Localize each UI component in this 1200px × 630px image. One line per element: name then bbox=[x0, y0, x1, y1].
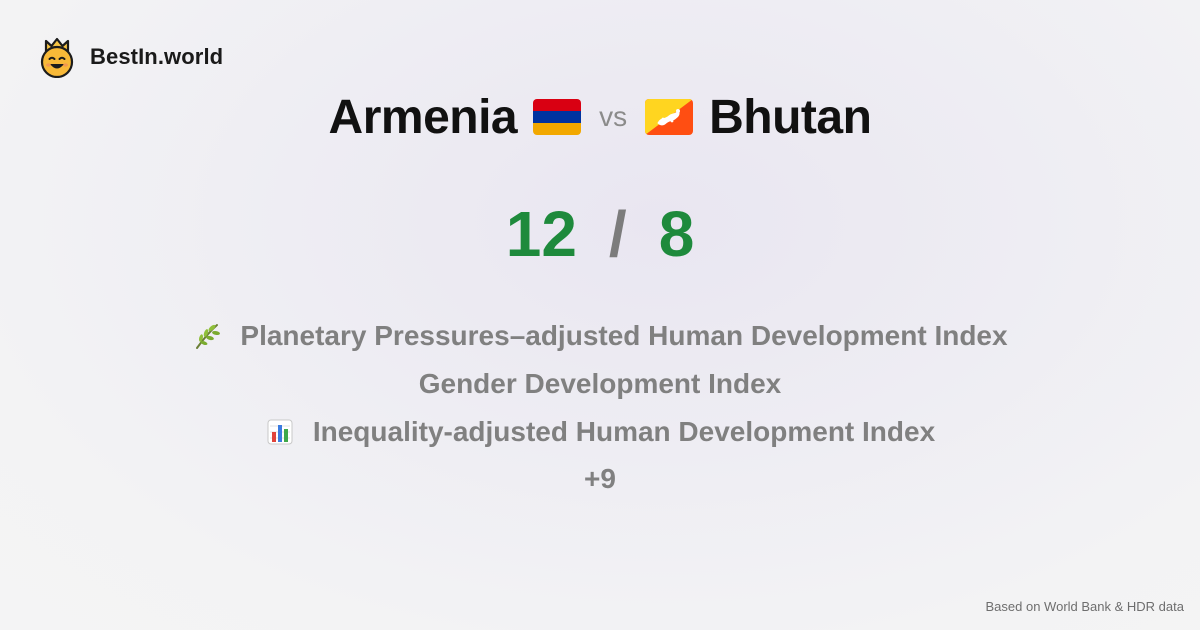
metric-list: Planetary Pressures–adjusted Human Devel… bbox=[0, 312, 1200, 502]
left-score: 12 bbox=[505, 198, 577, 270]
metric-item-inequality-hdi[interactable]: Inequality-adjusted Human Development In… bbox=[0, 408, 1200, 456]
crown-smiley-icon bbox=[40, 37, 74, 78]
vs-label: vs bbox=[599, 101, 628, 132]
metric-item-planetary-hdi[interactable]: Planetary Pressures–adjusted Human Devel… bbox=[0, 312, 1200, 360]
metric-label: Inequality-adjusted Human Development In… bbox=[312, 416, 936, 447]
bar-chart-icon bbox=[267, 419, 293, 445]
herb-icon bbox=[196, 324, 221, 349]
metric-item-gender-development[interactable]: Gender Development Index bbox=[0, 360, 1200, 408]
score-separator: / bbox=[608, 198, 627, 270]
metric-label: Gender Development Index bbox=[418, 368, 782, 399]
metric-label: Planetary Pressures–adjusted Human Devel… bbox=[240, 320, 1008, 351]
bhutan-flag-icon bbox=[645, 99, 694, 135]
more-metrics-count[interactable]: +9 bbox=[584, 463, 616, 494]
brand[interactable]: BestIn.world bbox=[38, 36, 223, 78]
score-row: 12 / 8 bbox=[0, 196, 1200, 272]
right-score: 8 bbox=[658, 198, 695, 270]
armenia-flag-icon bbox=[533, 99, 582, 135]
data-source-note: Based on World Bank & HDR data bbox=[985, 599, 1184, 614]
right-country-name[interactable]: Bhutan bbox=[709, 90, 872, 144]
left-country-name[interactable]: Armenia bbox=[328, 90, 518, 144]
comparison-title: Armenia vs Bhutan bbox=[0, 86, 1200, 148]
brand-name: BestIn.world bbox=[90, 44, 224, 69]
